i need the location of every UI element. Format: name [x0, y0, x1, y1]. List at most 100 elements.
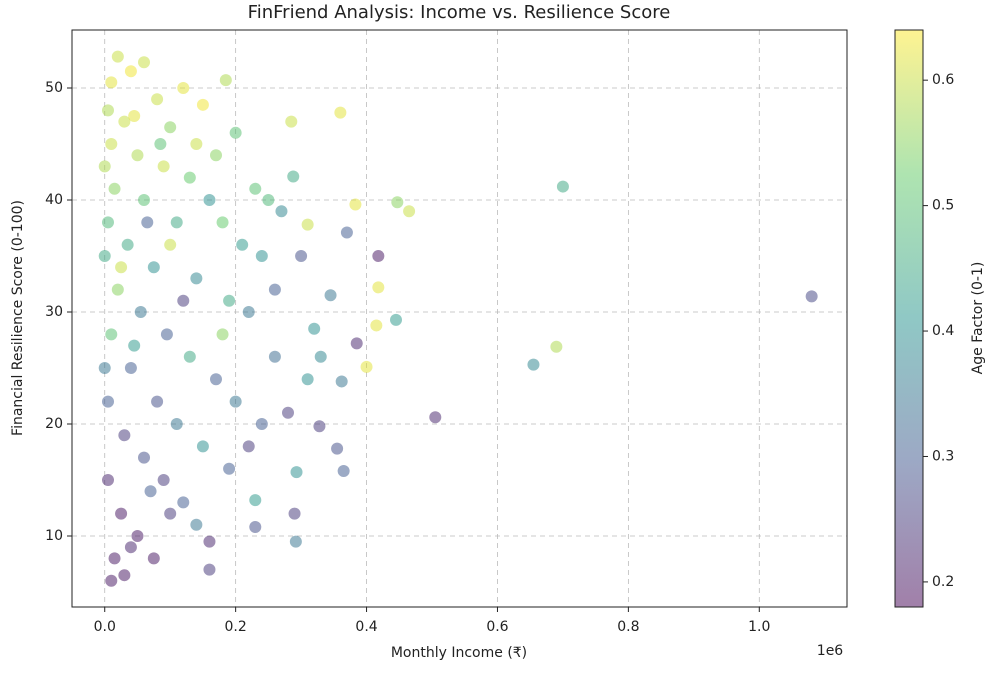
point — [124, 362, 137, 375]
point — [157, 160, 170, 173]
y-tick-label: 40 — [45, 192, 63, 208]
point — [324, 289, 337, 302]
point — [372, 250, 385, 263]
point — [105, 328, 118, 341]
point — [128, 339, 141, 352]
point — [229, 126, 242, 139]
point — [275, 205, 288, 218]
point — [550, 340, 563, 353]
point — [331, 442, 344, 455]
point — [141, 216, 154, 229]
chart-title: FinFriend Analysis: Income vs. Resilienc… — [248, 2, 671, 23]
point — [289, 535, 302, 548]
point — [301, 218, 314, 231]
point — [190, 272, 203, 285]
point — [236, 238, 249, 251]
point — [370, 319, 383, 332]
point — [190, 138, 203, 151]
point — [147, 552, 160, 565]
point — [360, 360, 373, 373]
point — [157, 473, 170, 486]
point — [138, 451, 151, 464]
x-tick-label: 1.0 — [748, 619, 770, 635]
point — [131, 529, 144, 542]
y-tick-label: 50 — [45, 80, 63, 96]
point — [164, 507, 177, 520]
point — [349, 198, 362, 211]
point — [403, 205, 416, 218]
colorbar-tick-label: 0.5 — [932, 198, 954, 214]
point — [190, 518, 203, 531]
plot-frame — [71, 29, 848, 608]
point — [805, 290, 818, 303]
point — [111, 283, 124, 296]
point — [121, 238, 134, 251]
x-offset-label: 1e6 — [817, 643, 844, 659]
point — [98, 160, 111, 173]
point — [527, 358, 540, 371]
point — [124, 65, 137, 78]
colorbar-frame — [894, 29, 924, 608]
point — [118, 569, 131, 582]
point — [170, 216, 183, 229]
point — [337, 465, 350, 478]
point — [177, 82, 190, 95]
x-tick-label: 0.2 — [225, 619, 247, 635]
point — [390, 313, 403, 326]
point — [118, 115, 131, 128]
point — [98, 250, 111, 263]
point — [105, 138, 118, 151]
point — [290, 466, 303, 479]
point — [183, 350, 196, 363]
point — [242, 306, 255, 319]
point — [144, 485, 157, 498]
point — [124, 541, 137, 554]
y-axis-label: Financial Resilience Score (0-100) — [10, 200, 26, 436]
point — [219, 74, 232, 87]
point — [102, 104, 115, 117]
point — [556, 180, 569, 193]
point — [177, 496, 190, 509]
x-tick-label: 0.0 — [94, 619, 116, 635]
colorbar-tick-label: 0.6 — [932, 72, 954, 88]
colorbar-tick-label: 0.4 — [932, 323, 954, 339]
point — [372, 281, 385, 294]
point — [391, 196, 404, 209]
point — [154, 138, 167, 151]
point — [210, 373, 223, 386]
point — [249, 182, 262, 195]
point — [268, 283, 281, 296]
x-tick-label: 0.6 — [486, 619, 508, 635]
point — [138, 194, 151, 207]
point — [255, 250, 268, 263]
point — [111, 50, 124, 63]
point — [131, 149, 144, 162]
point — [350, 337, 363, 350]
point — [102, 216, 115, 229]
point — [151, 395, 164, 408]
point — [288, 507, 301, 520]
point — [314, 350, 327, 363]
point — [128, 110, 141, 123]
point — [151, 93, 164, 106]
point — [223, 294, 236, 307]
point — [249, 494, 262, 507]
point — [242, 440, 255, 453]
point — [313, 420, 326, 433]
point — [164, 238, 177, 251]
point — [285, 115, 298, 128]
y-tick-label: 20 — [45, 416, 63, 432]
x-tick-label: 0.4 — [355, 619, 377, 635]
point — [216, 328, 229, 341]
point — [335, 375, 348, 388]
colorbar — [895, 30, 923, 607]
point — [134, 306, 147, 319]
point — [102, 395, 115, 408]
point — [229, 395, 242, 408]
point — [340, 226, 353, 239]
colorbar-label: Age Factor (0-1) — [970, 262, 986, 375]
point — [147, 261, 160, 274]
point — [164, 121, 177, 134]
point — [216, 216, 229, 229]
point — [301, 373, 314, 386]
